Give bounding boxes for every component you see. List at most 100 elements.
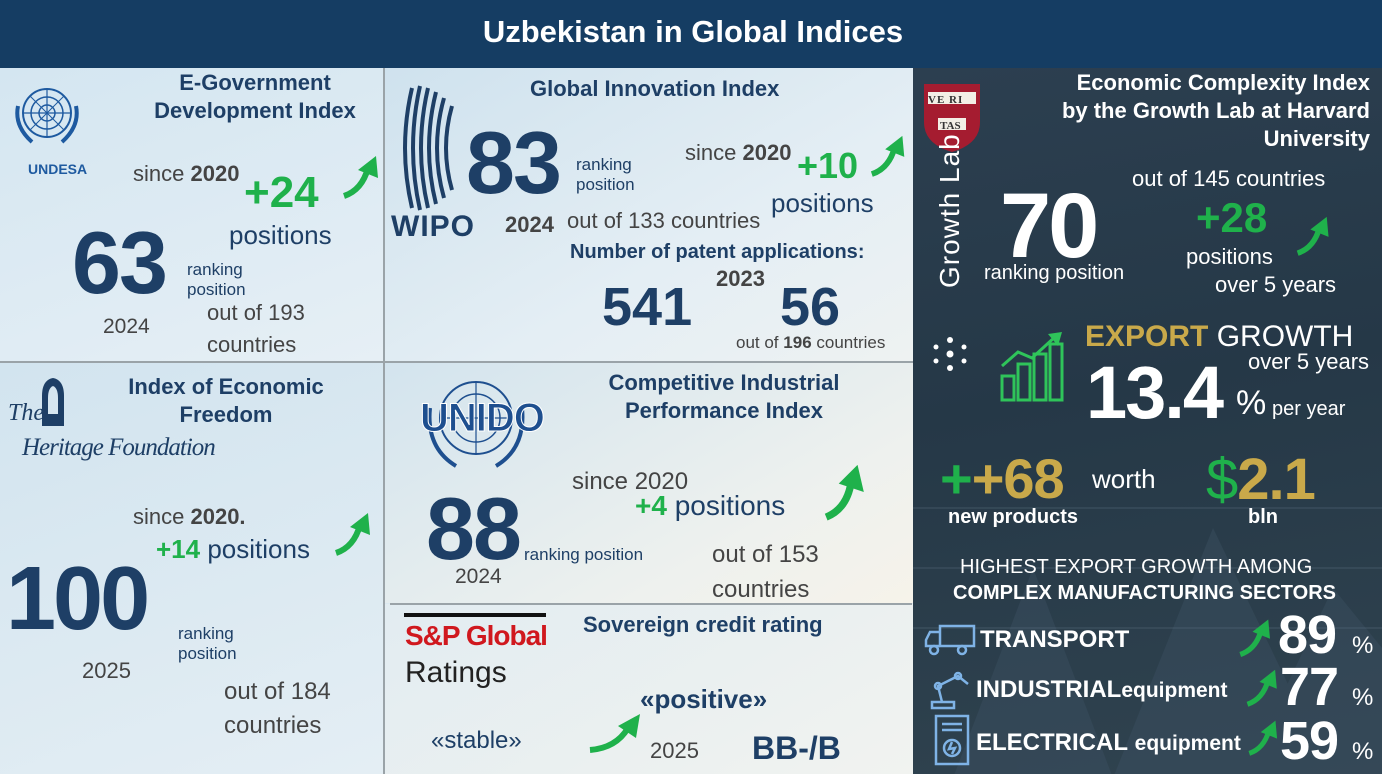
unido-out-of-label: out of [712,541,773,568]
up-arrow-icon [1248,720,1278,756]
heritage-rank-label-line1: ranking [178,624,234,643]
unido-out-of-unit: countries [712,576,810,603]
new-products-value: +68 [971,447,1065,510]
wipo-patent-colon: : [857,241,865,263]
robot-arm-icon [930,671,969,710]
harvard-shield-icon [924,84,980,152]
page-title: Uzbekistan in Global Indices [482,14,904,49]
unido-title-line2: Performance Index [624,398,824,423]
wipo-rank-label-line2: position [576,175,635,194]
wipo-patent-title: Number of patent applications [570,241,858,263]
worth-label: worth [1092,464,1156,494]
sector-2-name: INDUSTRIAL [976,676,1122,703]
export-word2: GROWTH [1216,320,1354,353]
heritage-logo-line1: The [8,400,44,426]
unido-rank: 88 [426,479,522,578]
heritage-change-unit: positions [207,534,310,564]
harvard-rank-label: ranking position [984,262,1125,284]
harvard-title-line1: Economic Complexity Index [1076,70,1370,95]
heritage-since-year: 2020. [190,504,246,529]
header-bar: Uzbekistan in Global Indices [0,0,1382,68]
egov-rank-label-line1: ranking [187,260,243,279]
harvard-title-line2: by the Growth Lab at Harvard [1061,98,1370,123]
sp-logo-line1: S&P Global [405,620,548,651]
truck-icon [924,624,976,656]
harvard-change: +28 [1196,194,1268,241]
sp-current: «positive» [640,684,768,714]
heritage-year: 2025 [82,658,131,683]
sp-year: 2025 [650,738,699,763]
export-percent: % [1236,384,1267,422]
egov-change: +24 [244,168,319,217]
up-arrow-icon [589,714,640,753]
unido-panel [385,363,913,603]
heritage-out-of-unit: countries [224,712,322,739]
export-value: 13.4 [1086,351,1224,434]
wipo-patent-year: 2023 [716,266,765,291]
up-arrow-icon [824,464,864,521]
harvard-shield-top: VE RI [928,94,964,106]
growth-lab-brand: Growth Lab [934,133,965,288]
new-products-label: new products [948,506,1079,528]
heritage-since-label: since [133,504,185,529]
sector-3-suffix: equipment [1134,732,1241,755]
sp-logo-line2: Ratings [405,656,507,689]
divider [383,68,385,774]
harvard-out-of-label: out of [1132,166,1188,191]
harvard-change-unit: positions [1186,244,1273,269]
egov-year: 2024 [103,315,150,338]
sector-1-percent: % [1352,632,1374,659]
wipo-patent-out-of-label: out of [736,333,779,352]
wipo-out-of-unit: countries [671,208,761,233]
wipo-rank: 83 [466,113,562,212]
heritage-title-line1: Index of Economic [128,374,324,399]
egov-since-label: since [133,161,185,186]
background-buildings-graphic [913,507,1382,774]
up-arrow-icon [342,156,378,199]
unido-year: 2024 [455,565,502,588]
unido-out-of-value: 153 [778,541,819,568]
sector-3-percent: % [1352,738,1374,765]
sectors-title-line1: HIGHEST EXPORT GROWTH AMONG [960,556,1313,578]
undesa-logo-label: UNDESA [28,161,88,177]
heritage-change: +14 [156,534,201,564]
egov-change-unit: positions [229,220,332,250]
unido-since-label: since [572,468,629,495]
export-per: per year [1272,398,1346,420]
egov-title-line1: E-Government [179,70,331,95]
worth-unit: bln [1248,506,1278,528]
harvard-change-period: over 5 years [1215,272,1337,297]
up-arrow-icon [1239,619,1270,657]
up-arrow-icon [1246,669,1277,707]
wipo-change-unit: positions [771,188,874,218]
egov-out-of-label: out of [207,300,263,325]
unido-rank-label: ranking position [524,545,644,564]
growth-chart-icon [1000,332,1064,402]
egov-out-of-unit: countries [207,332,297,357]
sector-3-value: 59 [1280,711,1339,771]
growth-lab-dots-icon [933,337,967,371]
export-word1: EXPORT [1085,320,1209,353]
egov-rank-label-line2: position [187,280,246,299]
wipo-out-of-value: 133 [628,208,665,233]
unido-change-unit: positions [674,490,786,521]
new-products-sign: + [940,447,973,510]
wipo-year: 2024 [505,212,554,237]
egov-out-of-value: 193 [268,300,305,325]
wipo-since-label: since [685,140,737,165]
heritage-out-of-label: out of [224,678,285,705]
liberty-bell-icon [42,378,64,426]
sp-title: Sovereign credit rating [583,612,823,637]
wipo-patent-count: 541 [602,277,693,337]
egov-title-line2: Development Index [154,98,356,123]
wipo-logo-label: WIPO [391,210,475,243]
wipo-since-year: 2020 [742,140,792,165]
unido-change: +4 [635,490,667,521]
harvard-title-line3: University [1263,126,1370,151]
wipo-emblem-icon [403,85,454,211]
egov-rank: 63 [72,213,168,312]
harvard-out-of-unit: countries [1236,166,1326,191]
sector-1-name: TRANSPORT [980,626,1130,653]
divider [0,361,913,363]
wipo-panel [385,68,913,361]
